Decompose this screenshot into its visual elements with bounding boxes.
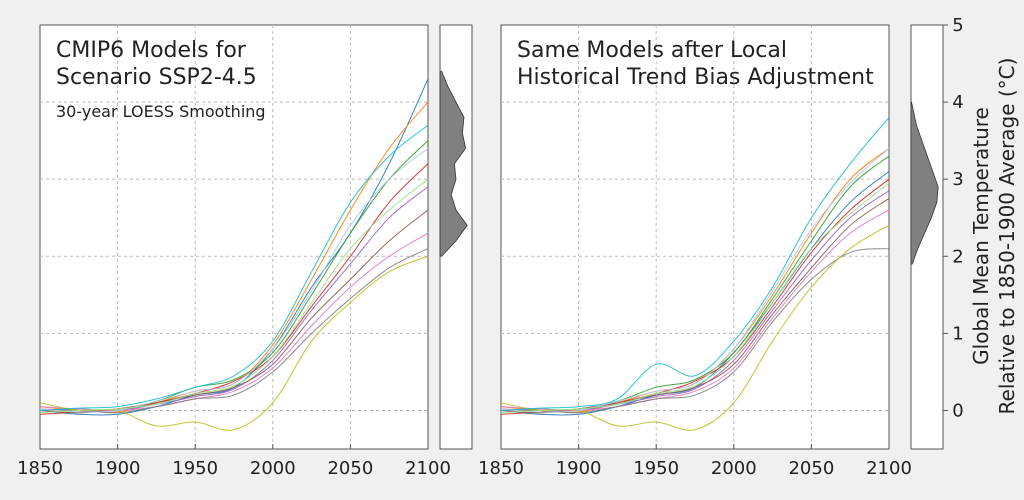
series-line (500, 190, 890, 412)
right-title-line2: Historical Trend Bias Adjustment (517, 65, 874, 90)
left-title-line2: Scenario SSP2-4.5 (56, 65, 257, 90)
series-line (39, 178, 429, 414)
left-subtitle: 30-year LOESS Smoothing (56, 102, 266, 121)
x-tick-label: 1950 (172, 458, 218, 479)
left-distribution-group (439, 70, 468, 257)
series-line (500, 209, 890, 412)
y-tick-label: 0 (952, 400, 963, 421)
x-tick-label: 1900 (95, 458, 141, 479)
x-tick-label: 2050 (788, 458, 834, 479)
x-tick-label: 2100 (866, 458, 912, 479)
right-x-ticks: 1850 1900 1950 2000 2050 2100 (478, 444, 912, 479)
y-tick-label: 5 (952, 15, 963, 36)
y-tick-label: 2 (952, 246, 963, 267)
series-line (500, 147, 890, 413)
left-series-group (39, 78, 429, 431)
series-line (500, 117, 890, 411)
y-axis-label-line1: Global Mean Temperature (969, 107, 993, 365)
series-line (39, 124, 429, 411)
x-tick-label: 2000 (711, 458, 757, 479)
series-line (39, 147, 429, 413)
series-line (39, 248, 429, 414)
left-grid (40, 25, 472, 449)
x-tick-label: 1850 (17, 458, 63, 479)
y-tick-label: 3 (952, 169, 963, 190)
y-axis-label-line2: Relative to 1850-1900 Average (°C) (995, 58, 1019, 415)
distribution-area (910, 101, 939, 265)
series-line (500, 248, 890, 414)
distribution-area (439, 70, 468, 257)
right-series-group (500, 117, 890, 431)
series-line (39, 186, 429, 412)
x-tick-label: 2050 (327, 458, 373, 479)
left-plot-panel (39, 24, 429, 450)
y-tick-label: 4 (952, 92, 963, 113)
y-tick-label: 1 (952, 323, 963, 344)
right-title-line1: Same Models after Local (517, 38, 787, 63)
series-line (39, 232, 429, 412)
left-title-line1: CMIP6 Models for (56, 38, 247, 63)
x-tick-label: 2100 (405, 458, 451, 479)
right-y-ticks: 0 1 2 3 4 5 (943, 15, 964, 421)
x-tick-label: 1900 (556, 458, 602, 479)
left-x-ticks: 1850 1900 1950 2000 2050 2100 (17, 444, 451, 479)
x-tick-label: 2000 (250, 458, 296, 479)
x-tick-label: 1850 (478, 458, 524, 479)
right-distribution-group (910, 101, 939, 265)
series-line (500, 182, 890, 414)
x-tick-label: 1950 (633, 458, 679, 479)
